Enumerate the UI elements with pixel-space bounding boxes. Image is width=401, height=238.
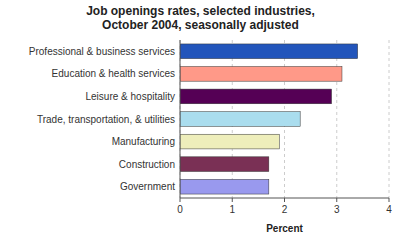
bar (180, 89, 332, 104)
y-axis-line (180, 40, 181, 198)
y-tick-label: Government (120, 181, 175, 192)
bar (180, 112, 300, 127)
y-tick-label: Manufacturing (112, 136, 175, 147)
title: Job openings rates, selected industries,… (86, 4, 315, 32)
x-tick-label: 4 (386, 204, 392, 215)
x-tick-label: 2 (282, 204, 288, 215)
grid-line (336, 40, 337, 198)
x-tick-label: 0 (177, 204, 183, 215)
y-tick-label: Leisure & hospitality (86, 91, 176, 102)
x-tick-label: 3 (334, 204, 340, 215)
x-axis-label: Percent (266, 223, 303, 234)
x-tick (232, 198, 233, 202)
bars (180, 44, 358, 194)
chart: Job openings rates, selected industries,… (0, 0, 401, 238)
y-tick-label: Trade, transportation, & utilities (37, 114, 175, 125)
y-tick-label: Professional & business services (29, 46, 175, 57)
y-tick-label: Education & health services (52, 68, 175, 79)
y-tick-label: Construction (119, 159, 175, 170)
grid-line (180, 40, 181, 198)
x-tick (336, 198, 337, 202)
chart-container: Job openings rates, selected industries,… (0, 0, 401, 238)
bar (180, 157, 269, 172)
bar (180, 67, 342, 82)
grid-line (389, 40, 390, 198)
bar (180, 44, 358, 59)
x-tick (284, 198, 285, 202)
bar (180, 179, 269, 194)
x-tick-label: 1 (229, 204, 235, 215)
x-tick (389, 198, 390, 202)
x-tick (180, 198, 181, 202)
bar (180, 134, 279, 149)
